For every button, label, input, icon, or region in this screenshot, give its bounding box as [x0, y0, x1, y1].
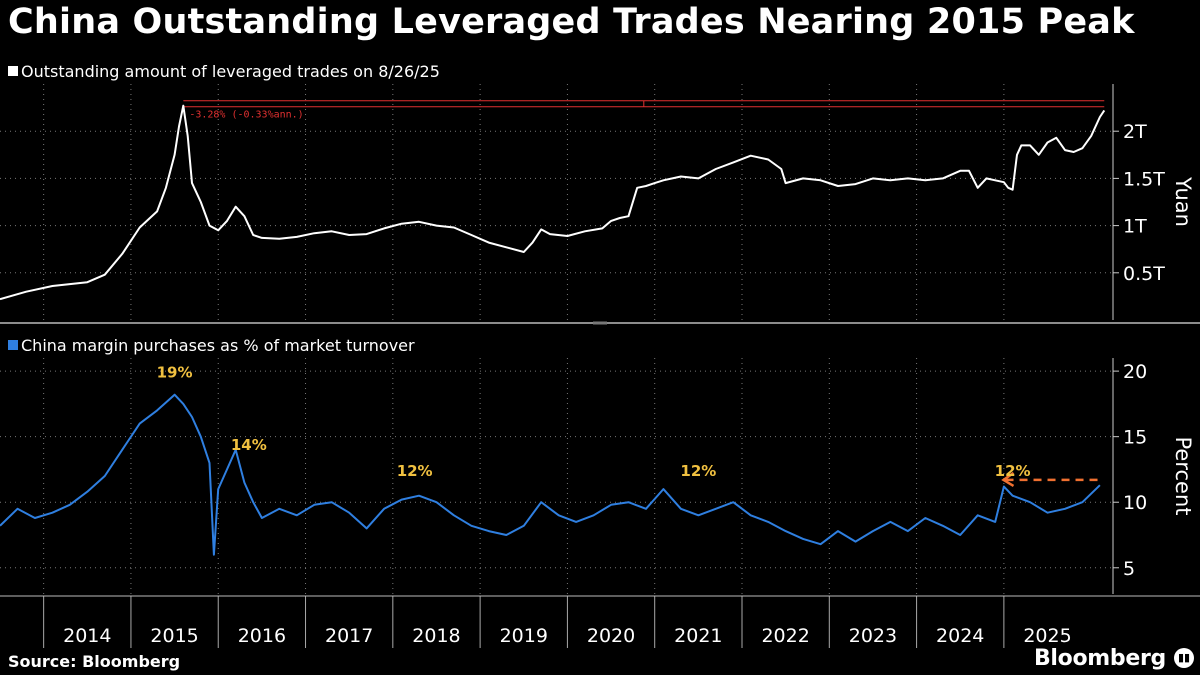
x-tick-label: 2021: [674, 625, 722, 647]
annotation-label: 12%: [397, 462, 433, 480]
y-tick-label: 20: [1123, 361, 1147, 383]
annotation-label: 12%: [680, 462, 716, 480]
x-tick-label: 2016: [238, 625, 286, 647]
annotation-label: 19%: [157, 364, 193, 382]
y-tick-label: 1T: [1123, 216, 1147, 238]
y-unit-label: Percent: [1171, 436, 1195, 515]
annotation-label: 14%: [231, 436, 267, 454]
x-tick-label: 2015: [150, 625, 198, 647]
y-tick-label: 1.5T: [1123, 168, 1165, 190]
x-tick-label: 2020: [587, 625, 635, 647]
y-tick-label: 10: [1123, 492, 1147, 514]
legend-top: Outstanding amount of leveraged trades o…: [8, 62, 440, 81]
y-tick-label: 2T: [1123, 121, 1147, 143]
reference-line-label: -3.28% (-0.33%ann.): [189, 110, 303, 121]
legend-swatch-blue: [8, 340, 18, 350]
x-tick-label: 2022: [761, 625, 809, 647]
source-note: Source: Bloomberg: [8, 652, 181, 671]
x-tick-label: 2018: [412, 625, 460, 647]
series-margin-purchases: [0, 393, 1101, 556]
x-tick-label: 2025: [1023, 625, 1071, 647]
dashed-marker-arrowhead: [1001, 471, 1015, 488]
legend-bottom: China margin purchases as % of market tu…: [8, 336, 415, 355]
bloomberg-logo: Bloomberg: [1033, 646, 1166, 671]
legend-top-label: Outstanding amount of leveraged trades o…: [21, 62, 440, 81]
x-tick-label: 2024: [936, 625, 984, 647]
chart-title: China Outstanding Leveraged Trades Neari…: [8, 2, 1135, 42]
legend-bottom-label: China margin purchases as % of market tu…: [21, 336, 415, 355]
bloomberg-badge-icon: ▮▮: [1174, 648, 1194, 668]
x-tick-label: 2019: [500, 625, 548, 647]
y-unit-label: Yuan: [1171, 176, 1195, 227]
x-tick-label: 2017: [325, 625, 373, 647]
x-tick-label: 2014: [63, 625, 111, 647]
annotation-label: 12%: [995, 462, 1031, 480]
y-tick-label: 0.5T: [1123, 263, 1165, 285]
y-tick-label: 5: [1123, 558, 1135, 580]
legend-swatch-white: [8, 66, 18, 76]
y-tick-label: 15: [1123, 427, 1147, 449]
x-tick-label: 2023: [849, 625, 897, 647]
series-leveraged-trades: [0, 104, 1106, 301]
